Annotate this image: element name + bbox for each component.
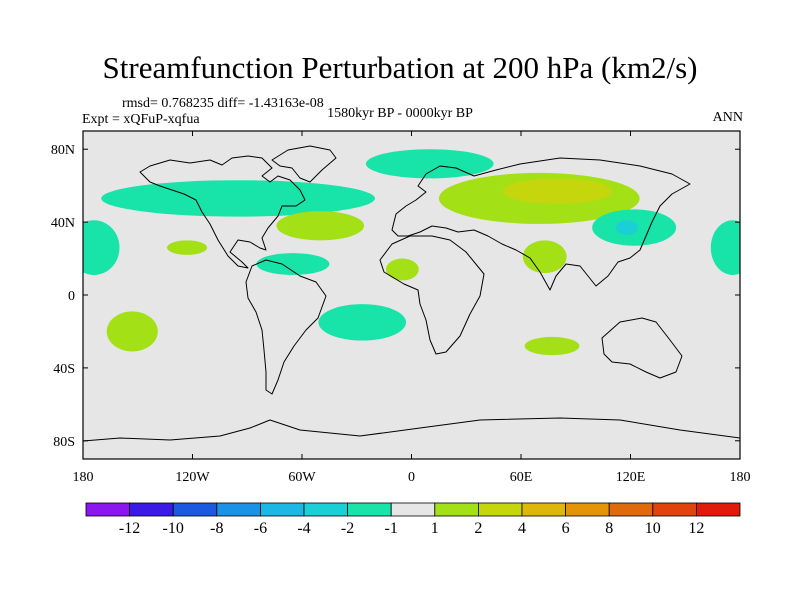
colorbar-swatch (85, 502, 130, 517)
colorbar-label: -6 (254, 520, 267, 537)
y-tick-label: 80S (53, 435, 75, 450)
colorbar-label: 12 (688, 520, 704, 537)
x-tick-label: 180 (73, 470, 94, 485)
coastline-antarctica (83, 417, 740, 442)
region-north-pacific-west-positive (710, 220, 740, 275)
region-eurasia-core (502, 178, 613, 204)
colorbar-swatch (347, 502, 392, 517)
colorbar: -12 -10 -8 -6 -4 -2 -1 1 2 4 6 8 10 12 (85, 502, 741, 537)
region-eastern-pacific-north (166, 240, 208, 255)
region-arabian-sea (522, 240, 567, 274)
coastline-africa (379, 235, 485, 355)
chart-title: Streamfunction Perturbation at 200 hPa (… (102, 50, 698, 85)
coastline-greenland (271, 145, 337, 183)
colorbar-swatch (521, 502, 566, 517)
y-tick-label: 40N (51, 216, 75, 231)
colorbar-label: -10 (163, 520, 184, 537)
y-tick-label: 80N (51, 143, 75, 158)
region-caribbean (256, 253, 330, 275)
colorbar-label: 8 (605, 520, 613, 537)
colorbar-label: -2 (341, 520, 354, 537)
colorbar-swatch (477, 502, 523, 517)
colorbar-swatch (216, 502, 261, 517)
colorbar-swatch (434, 502, 479, 517)
experiment-label: Expt = xQFuP-xqfua (82, 112, 200, 127)
region-east-asia-core (615, 220, 638, 235)
colorbar-swatch (565, 502, 610, 517)
rmsd-text: rmsd= 0.768235 diff= -1.43163e-08 (122, 96, 324, 111)
coastlines (83, 145, 740, 442)
colorbar-label: 10 (645, 520, 661, 537)
coastline-south-america (245, 259, 327, 395)
x-tick-label: 180 (730, 470, 751, 485)
colorbar-swatch (652, 502, 697, 517)
y-tick-label: 40S (53, 362, 75, 377)
coastline-north-america (139, 155, 306, 269)
region-north-atlantic-band (365, 149, 494, 179)
colorbar-label: -8 (210, 520, 223, 537)
colorbar-label: 4 (518, 520, 526, 537)
x-tick-label: 120W (175, 470, 210, 485)
region-south-atlantic (318, 304, 407, 341)
region-north-pacific-east-positive (83, 220, 120, 275)
region-west-africa (385, 258, 419, 281)
region-north-atlantic-subtropic (276, 211, 365, 241)
colorbar-swatch (608, 502, 654, 517)
colorbar-label: 6 (562, 520, 570, 537)
colorbar-swatch (259, 502, 305, 517)
colorbar-swatch (390, 502, 436, 517)
x-tick-label: 120E (616, 470, 646, 485)
coastline-australia (601, 317, 683, 379)
colorbar-swatch (696, 502, 741, 517)
coastline-eurasia (391, 157, 691, 291)
map-background (83, 131, 740, 459)
colorbar-label: -4 (297, 520, 310, 537)
region-south-indian-ocean (524, 336, 580, 356)
colorbar-swatch (172, 502, 218, 517)
region-north-america-band (101, 180, 375, 217)
period-label: 1580kyr BP - 0000kyr BP (327, 106, 473, 121)
axis-ticks: 180 120W 60W 0 60E 120E 180 80N 40N 0 40S 80S (51, 131, 751, 485)
y-tick-label: 0 (68, 289, 75, 304)
colorbar-label: -12 (119, 520, 140, 537)
season-label: ANN (712, 110, 743, 125)
colorbar-swatch (129, 502, 174, 517)
colorbar-label: 2 (474, 520, 482, 537)
colorbar-swatch (303, 502, 348, 517)
x-tick-label: 60E (510, 470, 533, 485)
x-tick-label: 0 (408, 470, 415, 485)
colorbar-label: -1 (385, 520, 398, 537)
colorbar-label: 1 (431, 520, 439, 537)
region-south-pacific (106, 311, 158, 352)
x-tick-label: 60W (288, 470, 316, 485)
